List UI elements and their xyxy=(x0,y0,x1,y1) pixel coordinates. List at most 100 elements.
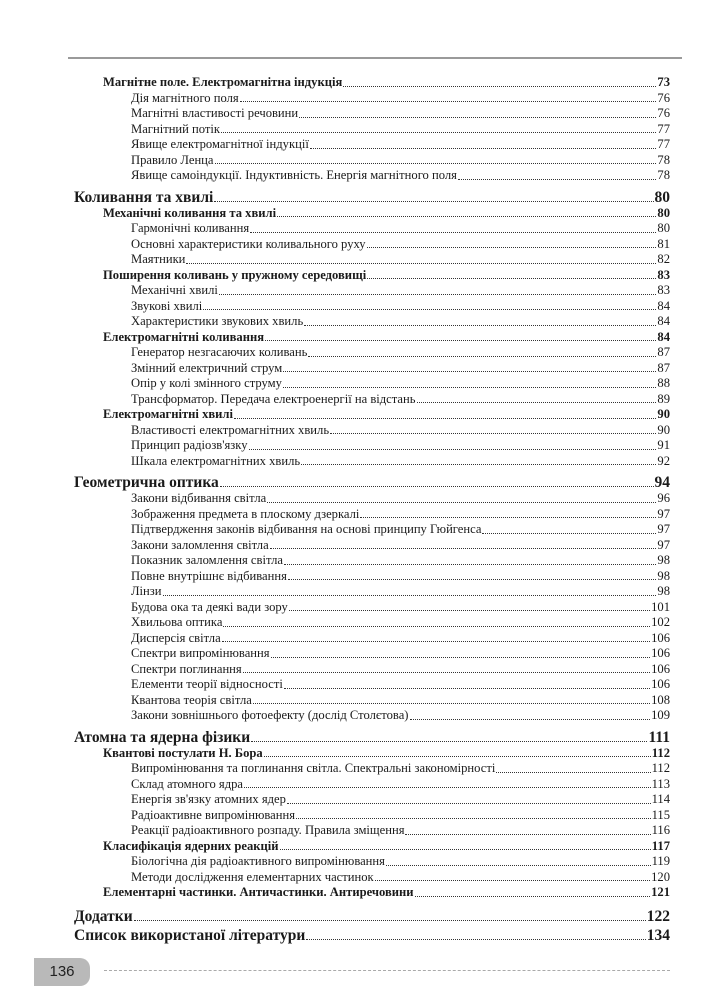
dot-leader xyxy=(252,703,651,704)
toc-entry-level-2[interactable]: Поширення коливань у пружному середовищі… xyxy=(74,268,670,284)
toc-entry-title: Принцип радіозв'язку xyxy=(131,438,248,452)
dot-leader xyxy=(244,787,651,788)
toc-entry-level-3[interactable]: Склад атомного ядра 113 xyxy=(74,777,670,793)
toc-entry-page: 97 xyxy=(657,506,670,521)
toc-entry-level-3[interactable]: Спектри випромінювання 106 xyxy=(74,646,670,662)
toc-entry-level-3[interactable]: Явище самоіндукції. Індуктивність. Енерг… xyxy=(74,168,670,184)
toc-entry-level-2[interactable]: Магнітне поле. Електромагнітна індукція 7… xyxy=(74,75,670,91)
toc-entry-title: Випромінювання та поглинання світла. Спе… xyxy=(131,761,496,775)
dot-leader xyxy=(218,293,657,295)
dot-leader xyxy=(482,532,657,534)
toc-entry-level-3[interactable]: Основні характеристики коливального руху… xyxy=(74,237,670,253)
toc-entry-page: 80 xyxy=(654,188,671,206)
toc-entry-level-2[interactable]: Класифікація ядерних реакцій 117 xyxy=(74,839,670,855)
dot-leader xyxy=(233,417,657,419)
dot-leader xyxy=(250,231,657,233)
toc-entry-level-1[interactable]: Додатки 122 xyxy=(74,908,670,925)
toc-entry-title: Шкала електромагнітних хвиль xyxy=(131,453,301,468)
toc-entry-level-3[interactable]: Енергія зв'язку атомних ядер 114 xyxy=(74,792,670,808)
toc-entry-level-3[interactable]: Правило Ленца 78 xyxy=(74,153,670,169)
header-rule xyxy=(68,57,682,59)
toc-entry-page: 97 xyxy=(657,522,670,536)
toc-entry-page: 120 xyxy=(651,869,670,884)
toc-entry-title: Змінний електричний струм xyxy=(131,360,283,375)
toc-entry-level-3[interactable]: Радіоактивне випромінювання 115 xyxy=(74,808,670,824)
toc-entry-level-3[interactable]: Явище електромагнітної індукції 77 xyxy=(74,137,670,153)
toc-entry-level-3[interactable]: Повне внутрішнє відбивання 98 xyxy=(74,569,670,585)
toc-entry-level-3[interactable]: Характеристики звукових хвиль 84 xyxy=(74,314,670,330)
dot-leader xyxy=(221,132,657,133)
dot-leader xyxy=(286,802,651,804)
toc-entry-level-1[interactable]: Атомна та ядерна фізики 111 xyxy=(74,729,670,746)
toc-entry-level-3[interactable]: Гармонічні коливання 80 xyxy=(74,221,670,237)
toc-entry-title: Класифікація ядерних реакцій xyxy=(103,838,279,853)
toc-entry-title: Магнітний потік xyxy=(131,121,221,136)
toc-entry-title: Трансформатор. Передача електроенергії н… xyxy=(131,391,416,406)
toc-entry-page: 84 xyxy=(657,298,670,313)
toc-entry-level-3[interactable]: Опір у колі змінного струму 88 xyxy=(74,376,670,392)
toc-entry-level-3[interactable]: Квантова теорія світла 108 xyxy=(74,693,670,709)
toc-entry-level-3[interactable]: Реакції радіоактивного розпаду. Правила … xyxy=(74,823,670,839)
toc-entry-level-3[interactable]: Дія магнітного поля 76 xyxy=(74,91,670,107)
toc-entry-title: Підтвердження законів відбивання на осно… xyxy=(131,522,482,536)
toc-entry-level-3[interactable]: Трансформатор. Передача електроенергії н… xyxy=(74,392,670,408)
toc-entry-title: Опір у колі змінного струму xyxy=(131,376,282,390)
toc-entry-page: 98 xyxy=(657,584,670,598)
toc-entry-level-3[interactable]: Закони заломлення світла 97 xyxy=(74,538,670,554)
toc-entry-page: 87 xyxy=(657,360,670,375)
toc-entry-page: 90 xyxy=(657,407,670,421)
toc-entry-level-3[interactable]: Генератор незгасаючих коливань 87 xyxy=(74,345,670,361)
toc-entry-level-3[interactable]: Хвильова оптика 102 xyxy=(74,615,670,631)
toc-entry-level-3[interactable]: Випромінювання та поглинання світла. Спе… xyxy=(74,761,670,777)
dot-leader xyxy=(309,147,657,149)
toc-entry-page: 89 xyxy=(657,391,670,406)
toc-entry-level-2[interactable]: Електромагнітні коливання 84 xyxy=(74,330,670,346)
toc-entry-page: 122 xyxy=(646,907,670,925)
toc-entry-level-3[interactable]: Принцип радіозв'язку 91 xyxy=(74,438,670,454)
toc-entry-title: Методи дослідження елементарних частинок xyxy=(131,869,374,884)
toc-entry-level-3[interactable]: Підтвердження законів відбивання на осно… xyxy=(74,522,670,538)
toc-entry-level-3[interactable]: Закони зовнішнього фотоефекту (дослід Ст… xyxy=(74,708,670,724)
toc-entry-level-3[interactable]: Властивості електромагнітних хвиль 90 xyxy=(74,423,670,439)
toc-entry-level-3[interactable]: Змінний електричний струм 87 xyxy=(74,361,670,377)
toc-entry-page: 78 xyxy=(657,168,670,182)
toc-entry-level-3[interactable]: Магнітні властивості речовини 76 xyxy=(74,106,670,122)
toc-entry-level-3[interactable]: Спектри поглинання 106 xyxy=(74,662,670,678)
toc-entry-level-1[interactable]: Геометрична оптика 94 xyxy=(74,474,670,491)
toc-entry-level-3[interactable]: Звукові хвилі 84 xyxy=(74,299,670,315)
toc-entry-level-3[interactable]: Зображення предмета в плоскому дзеркалі 9… xyxy=(74,507,670,523)
toc-entry-level-3[interactable]: Закони відбивання світла 96 xyxy=(74,491,670,507)
toc-entry-level-3[interactable]: Маятники 82 xyxy=(74,252,670,268)
toc-entry-level-1[interactable]: Коливання та хвилі 80 xyxy=(74,189,670,206)
toc-entry-title: Склад атомного ядра xyxy=(131,776,243,791)
toc-entry-level-3[interactable]: Лінзи 98 xyxy=(74,584,670,600)
toc-entry-level-3[interactable]: Методи дослідження елементарних частинок… xyxy=(74,870,670,886)
dot-leader xyxy=(385,864,651,866)
toc-entry-level-2[interactable]: Елементарні частинки. Античастинки. Анти… xyxy=(74,885,670,901)
dot-leader xyxy=(265,340,657,341)
toc-entry-title: Генератор незгасаючих коливань xyxy=(131,345,308,359)
toc-entry-level-3[interactable]: Дисперсія світла 106 xyxy=(74,631,670,647)
dot-leader xyxy=(162,594,657,596)
toc-entry-page: 77 xyxy=(657,121,670,136)
toc-entry-title: Явище електромагнітної індукції xyxy=(131,137,309,151)
toc-entry-page: 83 xyxy=(657,283,670,297)
toc-entry-level-3[interactable]: Шкала електромагнітних хвиль 92 xyxy=(74,454,670,470)
toc-entry-level-2[interactable]: Електромагнітні хвилі 90 xyxy=(74,407,670,423)
dot-leader xyxy=(186,262,657,264)
toc-entry-level-3[interactable]: Магнітний потік 77 xyxy=(74,122,670,138)
toc-entry-level-1[interactable]: Список використаної літератури 134 xyxy=(74,927,670,944)
dot-leader xyxy=(301,464,657,465)
dot-leader xyxy=(374,880,651,881)
toc-entry-level-3[interactable]: Біологічна дія радіоактивного випромінюв… xyxy=(74,854,670,870)
toc-entry-level-2[interactable]: Механічні коливання та хвилі 80 xyxy=(74,206,670,222)
dot-leader xyxy=(330,433,657,434)
toc-entry-level-2[interactable]: Квантові постулати Н. Бора 112 xyxy=(74,746,670,762)
toc-entry-level-3[interactable]: Показник заломлення світла 98 xyxy=(74,553,670,569)
toc-entry-level-3[interactable]: Елементи теорії відносності 106 xyxy=(74,677,670,693)
toc-entry-page: 117 xyxy=(651,838,670,853)
toc-entry-level-3[interactable]: Механічні хвилі 83 xyxy=(74,283,670,299)
dot-leader xyxy=(308,355,657,357)
dot-leader xyxy=(283,687,651,689)
toc-entry-level-3[interactable]: Будова ока та деякі вади зору 101 xyxy=(74,600,670,616)
